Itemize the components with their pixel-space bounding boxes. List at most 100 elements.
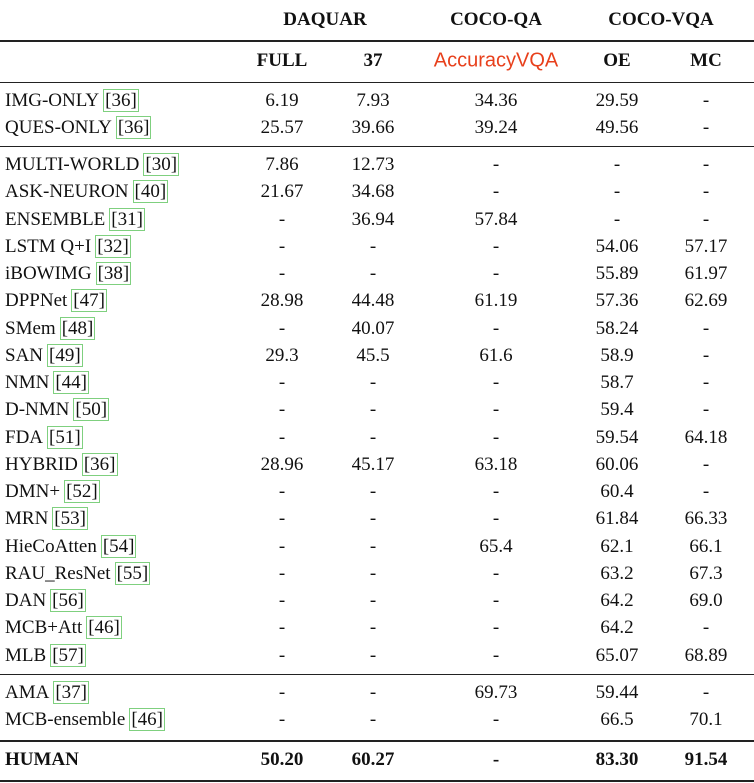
cell: - bbox=[369, 644, 377, 666]
cell: - bbox=[492, 644, 500, 666]
rule bbox=[0, 40, 754, 42]
cell: 36.94 bbox=[351, 208, 395, 230]
citation[interactable]: [47] bbox=[71, 289, 107, 313]
citation[interactable]: [46] bbox=[129, 708, 165, 732]
citation[interactable]: [36] bbox=[115, 116, 152, 140]
citation[interactable]: [55] bbox=[114, 561, 151, 585]
cell: - bbox=[278, 317, 286, 339]
cell: - bbox=[369, 235, 377, 257]
cell: 7.93 bbox=[356, 90, 390, 111]
method-name: LSTM Q+I bbox=[5, 235, 92, 257]
cell: 61.6 bbox=[479, 344, 513, 366]
cell: - bbox=[278, 709, 286, 731]
cell: - bbox=[369, 535, 377, 557]
citation[interactable]: [56] bbox=[50, 589, 86, 612]
citation[interactable]: [40] bbox=[132, 180, 169, 204]
citation[interactable]: [32] bbox=[95, 234, 131, 258]
cell: 59.44 bbox=[595, 682, 639, 703]
cell: - bbox=[369, 399, 377, 421]
rule bbox=[0, 82, 754, 83]
cell: - bbox=[702, 208, 710, 230]
cell: - bbox=[278, 235, 286, 257]
cell: - bbox=[278, 508, 286, 530]
cell: - bbox=[369, 481, 377, 502]
citation[interactable]: [49] bbox=[47, 343, 83, 367]
cell: 62.69 bbox=[684, 290, 728, 312]
cell: - bbox=[702, 617, 710, 639]
cell: - bbox=[702, 181, 710, 203]
cell: - bbox=[369, 590, 377, 611]
cell: - bbox=[702, 453, 710, 475]
method-label: QUES-ONLY [36] bbox=[5, 116, 152, 140]
method-label: SAN [49] bbox=[5, 343, 83, 367]
citation[interactable]: [48] bbox=[59, 316, 96, 340]
method-name: HUMAN bbox=[5, 749, 79, 770]
method-label: DAN [56] bbox=[5, 589, 86, 612]
cell: - bbox=[492, 372, 500, 393]
citation[interactable]: [36] bbox=[103, 89, 139, 112]
column-header: FULL bbox=[256, 50, 308, 71]
cell: 34.68 bbox=[351, 181, 395, 203]
cell: 64.2 bbox=[600, 617, 634, 639]
cell: 69.73 bbox=[474, 682, 518, 703]
citation[interactable]: [30] bbox=[143, 153, 180, 176]
cell: - bbox=[369, 372, 377, 393]
citation[interactable]: [37] bbox=[53, 681, 89, 704]
cell: - bbox=[702, 317, 710, 339]
method-label: D-NMN [50] bbox=[5, 398, 110, 422]
method-label: MRN [53] bbox=[5, 507, 88, 531]
method-label: HieCoAtten [54] bbox=[5, 534, 137, 558]
method-name: HieCoAtten bbox=[5, 535, 97, 557]
cell: - bbox=[613, 208, 621, 230]
citation[interactable]: [53] bbox=[52, 507, 88, 531]
method-label: MCB-ensemble [46] bbox=[5, 708, 165, 732]
cell: 25.57 bbox=[260, 117, 304, 139]
cell: 60.06 bbox=[595, 453, 639, 475]
cell: 57.17 bbox=[684, 235, 728, 257]
cell: - bbox=[369, 709, 377, 731]
method-name: DMN+ bbox=[5, 481, 61, 502]
citation[interactable]: [52] bbox=[64, 480, 100, 503]
cell: 28.96 bbox=[260, 453, 304, 475]
method-name: iBOWIMG bbox=[5, 263, 92, 284]
citation[interactable]: [54] bbox=[100, 534, 137, 558]
citation[interactable]: [36] bbox=[81, 452, 118, 476]
cell: - bbox=[369, 426, 377, 448]
method-label: LSTM Q+I [32] bbox=[5, 234, 131, 258]
citation[interactable]: [46] bbox=[86, 616, 122, 640]
cell: - bbox=[278, 617, 286, 639]
cell: - bbox=[492, 263, 500, 284]
citation[interactable]: [57] bbox=[50, 643, 86, 667]
method-label: RAU_ResNet [55] bbox=[5, 561, 151, 585]
cell: 29.59 bbox=[595, 90, 639, 111]
cell: - bbox=[278, 208, 286, 230]
cell: - bbox=[369, 562, 377, 584]
cell: - bbox=[492, 317, 500, 339]
cell: - bbox=[278, 372, 286, 393]
citation[interactable]: [44] bbox=[53, 371, 89, 394]
cell: 45.17 bbox=[351, 453, 395, 475]
citation[interactable]: [38] bbox=[95, 262, 132, 285]
citation[interactable]: [51] bbox=[47, 425, 83, 449]
method-label: DPPNet [47] bbox=[5, 289, 107, 313]
cell: 64.18 bbox=[684, 426, 728, 448]
cell: 68.89 bbox=[684, 644, 728, 666]
method-label: DMN+ [52] bbox=[5, 480, 100, 503]
rule bbox=[0, 674, 754, 675]
method-name: QUES-ONLY bbox=[5, 117, 112, 139]
citation[interactable]: [50] bbox=[73, 398, 110, 422]
rule bbox=[0, 780, 754, 782]
cell: - bbox=[492, 749, 500, 770]
cell: 60.27 bbox=[351, 749, 395, 770]
cell: - bbox=[492, 562, 500, 584]
cell: - bbox=[702, 154, 710, 175]
method-name: MRN bbox=[5, 508, 49, 530]
cell: - bbox=[613, 154, 621, 175]
cell: 55.89 bbox=[595, 263, 639, 284]
column-header: 37 bbox=[363, 50, 383, 71]
cell: - bbox=[492, 154, 500, 175]
citation[interactable]: [31] bbox=[109, 207, 145, 231]
method-label: AMA [37] bbox=[5, 681, 89, 704]
cell: 39.66 bbox=[351, 117, 395, 139]
cell: 70.1 bbox=[689, 709, 723, 731]
